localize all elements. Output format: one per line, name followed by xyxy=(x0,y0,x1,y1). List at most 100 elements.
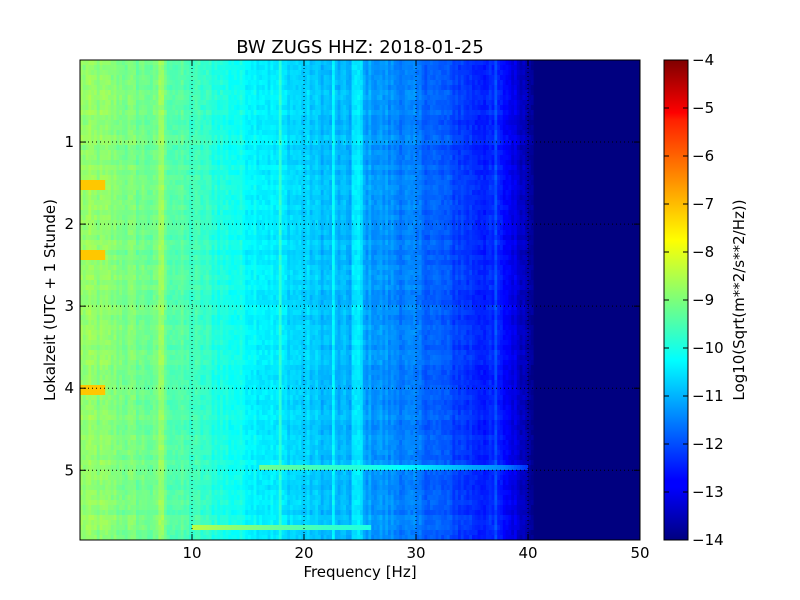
heatmap-cell xyxy=(494,120,498,126)
heatmap-cell xyxy=(122,125,126,131)
heatmap-cell xyxy=(578,125,582,131)
heatmap-cell xyxy=(634,145,638,151)
heatmap-cell xyxy=(578,100,582,106)
heatmap-cell xyxy=(152,170,156,176)
heatmap-cell xyxy=(609,130,613,136)
heatmap-cell xyxy=(424,145,428,151)
heatmap-cell xyxy=(214,95,218,101)
heatmap-cell xyxy=(483,120,487,126)
heatmap-cell xyxy=(337,175,341,181)
heatmap-cell xyxy=(374,110,378,116)
heatmap-cell xyxy=(155,95,159,101)
heatmap-cell xyxy=(466,65,470,71)
heatmap-cell xyxy=(572,110,576,116)
heatmap-cell xyxy=(116,155,120,161)
heatmap-cell xyxy=(516,150,520,156)
heatmap-cell xyxy=(278,85,282,91)
heatmap-cell xyxy=(309,75,313,81)
heatmap-cell xyxy=(514,180,518,186)
heatmap-cell xyxy=(637,120,640,126)
heatmap-cell xyxy=(262,145,266,151)
heatmap-cell xyxy=(278,75,282,81)
heatmap-cell xyxy=(155,60,159,66)
heatmap-cell xyxy=(194,130,198,136)
heatmap-cell xyxy=(379,180,383,186)
heatmap-cell xyxy=(127,120,131,126)
heatmap-cell xyxy=(558,175,562,181)
heatmap-cell xyxy=(421,100,425,106)
heatmap-cell xyxy=(402,125,406,131)
heatmap-cell xyxy=(572,65,576,71)
heatmap-cell xyxy=(130,70,134,76)
heatmap-cell xyxy=(253,75,257,81)
heatmap-cell xyxy=(320,75,324,81)
heatmap-cell xyxy=(332,175,336,181)
heatmap-cell xyxy=(483,80,487,86)
heatmap-cell xyxy=(455,115,459,121)
heatmap-cell xyxy=(245,120,249,126)
heatmap-cell xyxy=(634,70,638,76)
heatmap-cell xyxy=(287,85,291,91)
heatmap-cell xyxy=(410,65,414,71)
heatmap-cell xyxy=(298,170,302,176)
heatmap-cell xyxy=(522,140,526,146)
heatmap-cell xyxy=(234,145,238,151)
heatmap-cell xyxy=(320,135,324,141)
heatmap-cell xyxy=(228,95,232,101)
heatmap-cell xyxy=(253,110,257,116)
heatmap-cell xyxy=(511,70,515,76)
heatmap-cell xyxy=(130,105,134,111)
heatmap-cell xyxy=(158,95,162,101)
heatmap-cell xyxy=(539,125,543,131)
heatmap-cell xyxy=(536,110,540,116)
heatmap-cell xyxy=(637,100,640,106)
heatmap-cell xyxy=(136,165,140,171)
heatmap-cell xyxy=(399,105,403,111)
heatmap-cell xyxy=(337,90,341,96)
heatmap-cell xyxy=(301,120,305,126)
heatmap-cell xyxy=(164,120,168,126)
heatmap-cell xyxy=(595,105,599,111)
heatmap-cell xyxy=(511,115,515,121)
heatmap-cell xyxy=(609,175,613,181)
heatmap-cell xyxy=(505,180,509,186)
heatmap-cell xyxy=(82,135,86,141)
heatmap-cell xyxy=(217,70,221,76)
heatmap-cell xyxy=(385,150,389,156)
heatmap-cell xyxy=(192,175,196,181)
heatmap-cell xyxy=(99,115,103,121)
heatmap-cell xyxy=(203,140,207,146)
heatmap-cell xyxy=(208,150,212,156)
heatmap-cell xyxy=(306,170,310,176)
heatmap-cell xyxy=(259,60,263,66)
heatmap-cell xyxy=(584,175,588,181)
heatmap-cell xyxy=(564,125,568,131)
heatmap-cell xyxy=(273,140,277,146)
heatmap-cell xyxy=(584,115,588,121)
heatmap-cell xyxy=(376,100,380,106)
heatmap-cell xyxy=(458,115,462,121)
heatmap-cell xyxy=(508,145,512,151)
heatmap-cell xyxy=(228,70,232,76)
heatmap-cell xyxy=(225,75,229,81)
heatmap-cell xyxy=(348,180,352,186)
heatmap-cell xyxy=(262,130,266,136)
heatmap-cell xyxy=(497,100,501,106)
heatmap-cell xyxy=(466,125,470,131)
heatmap-cell xyxy=(225,175,229,181)
heatmap-cell xyxy=(108,100,112,106)
heatmap-cell xyxy=(497,75,501,81)
heatmap-cell xyxy=(194,75,198,81)
heatmap-cell xyxy=(264,170,268,176)
heatmap-cell xyxy=(194,110,198,116)
heatmap-cell xyxy=(340,80,344,86)
heatmap-cell xyxy=(124,85,128,91)
heatmap-cell xyxy=(290,145,294,151)
heatmap-cell xyxy=(267,140,271,146)
heatmap-cell xyxy=(312,105,316,111)
heatmap-cell xyxy=(284,120,288,126)
heatmap-cell xyxy=(133,145,137,151)
heatmap-cell xyxy=(155,165,159,171)
heatmap-cell xyxy=(186,170,190,176)
heatmap-cell xyxy=(438,80,442,86)
